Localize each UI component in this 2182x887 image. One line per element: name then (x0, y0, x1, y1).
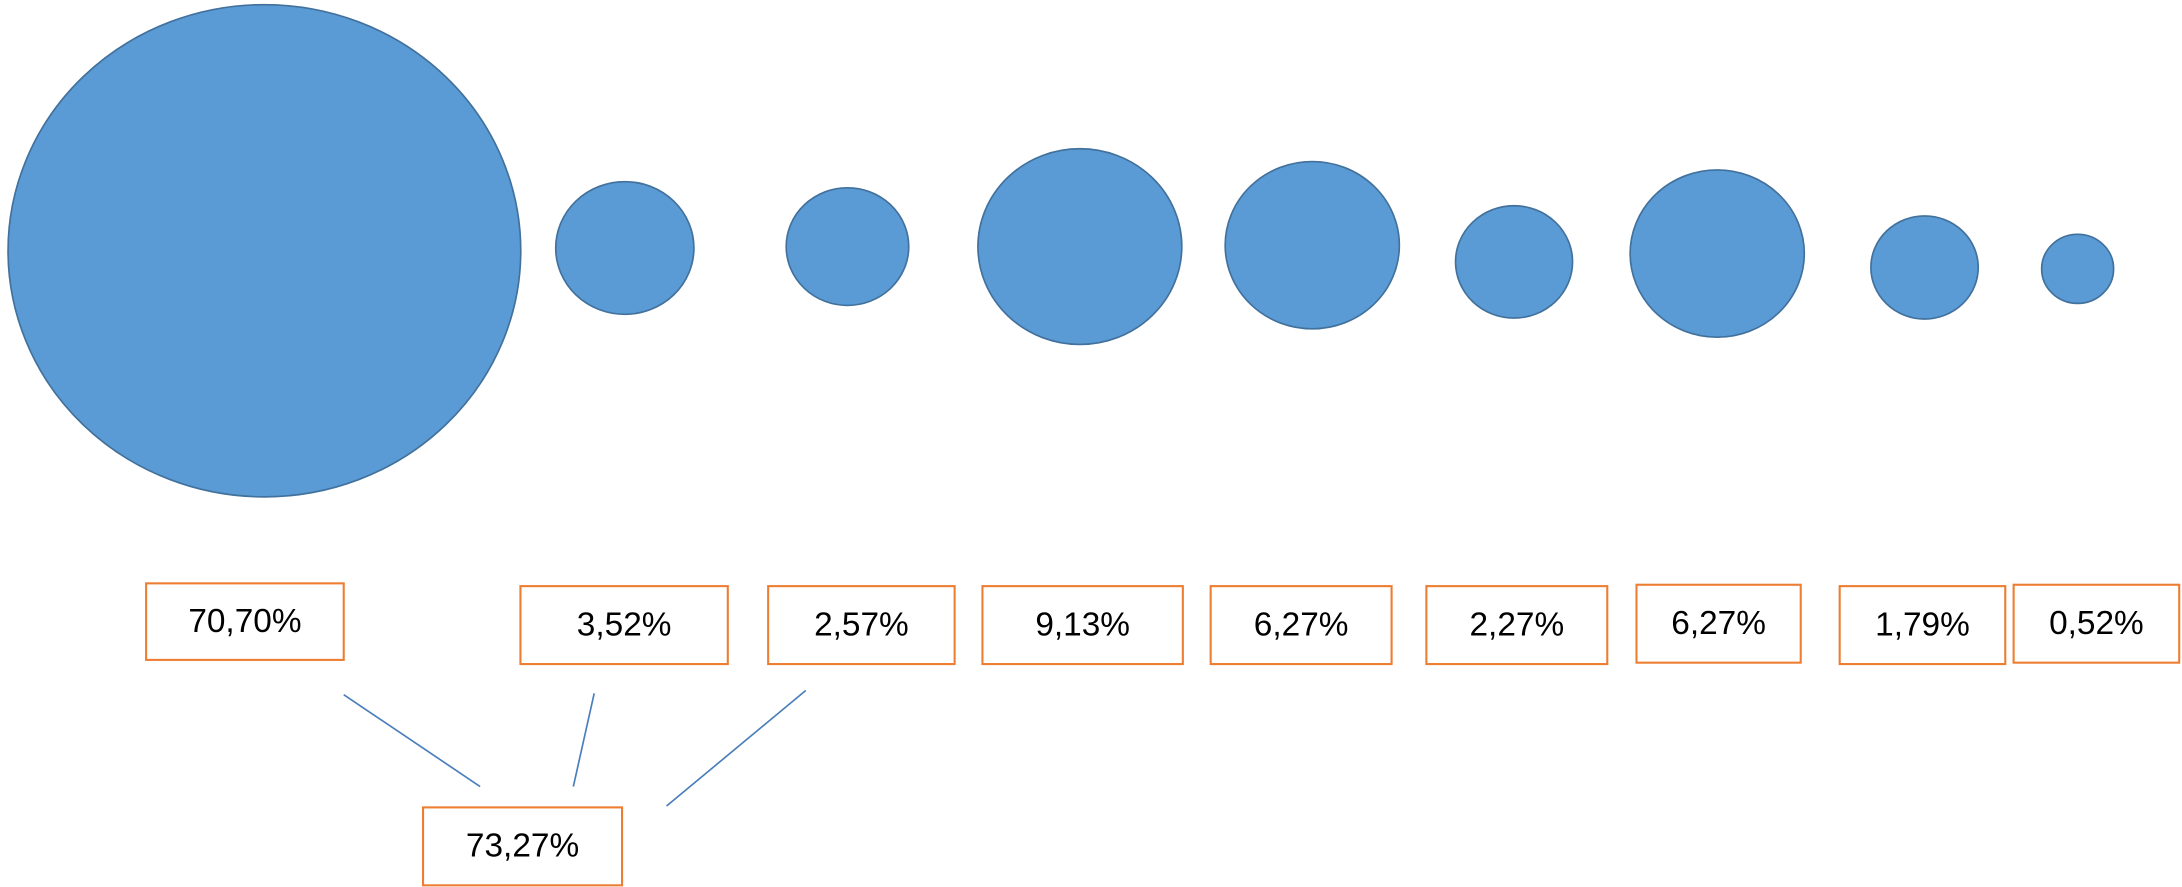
connector (344, 695, 480, 787)
page: 70,70% 3,52% 2,57% 9,13% 6,27% 2,27% 6,27% 1,79… (0, 0, 2182, 887)
chart: 70,70% 3,52% 2,57% 9,13% 6,27% 2,27% 6,27% 1,79… (0, 0, 2182, 887)
value-label: 1,79% (1875, 606, 1970, 643)
value-label: 70,70% (188, 603, 301, 640)
value-label: 3,52% (577, 606, 672, 643)
bubble (786, 188, 909, 306)
bubble (1630, 170, 1804, 337)
bubble (1225, 162, 1399, 329)
value-label: 6,27% (1671, 605, 1766, 642)
value-label: 0,52% (2049, 605, 2144, 642)
value-label: 6,27% (1254, 606, 1349, 643)
bubble (978, 149, 1182, 345)
bubble (1871, 216, 1978, 319)
value-label: 9,13% (1035, 606, 1130, 643)
connector (667, 691, 806, 807)
value-label: 2,27% (1470, 606, 1565, 643)
connectors (344, 691, 806, 807)
annotation-label: 73,27% (466, 828, 579, 865)
value-label: 2,57% (814, 606, 909, 643)
connector (573, 693, 594, 786)
bubble (8, 5, 521, 497)
bubble (1456, 206, 1573, 318)
bubble (2042, 234, 2114, 303)
bubble (556, 182, 694, 315)
